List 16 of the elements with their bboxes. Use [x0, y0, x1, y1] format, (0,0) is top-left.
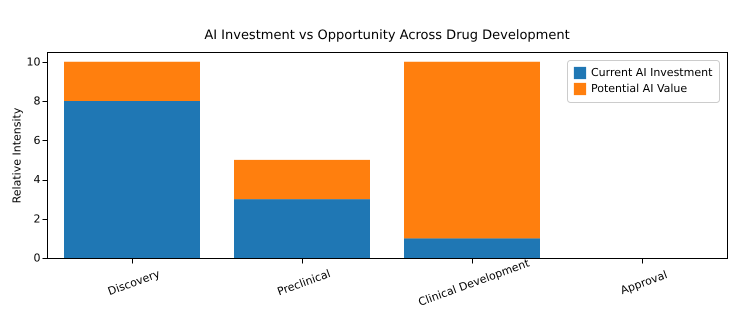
y-axis-title: Relative Intensity [10, 107, 24, 204]
y-tick-label: 4 [34, 173, 40, 186]
y-tick-label: 8 [34, 94, 40, 108]
bar [234, 199, 370, 258]
bar [404, 238, 540, 258]
y-tick-label: 6 [34, 134, 40, 147]
bar [64, 62, 200, 102]
y-tick-label: 0 [34, 252, 40, 264]
y-tick-label: 10 [26, 55, 40, 68]
bar [404, 62, 540, 238]
bar [234, 160, 370, 200]
chart-title: AI Investment vs Opportunity Across Drug Development [204, 28, 570, 43]
legend-label: Current AI Investment [591, 66, 714, 79]
legend-label: Potential AI Value [591, 82, 688, 95]
y-tick-label: 2 [34, 212, 40, 226]
bar [64, 101, 200, 258]
